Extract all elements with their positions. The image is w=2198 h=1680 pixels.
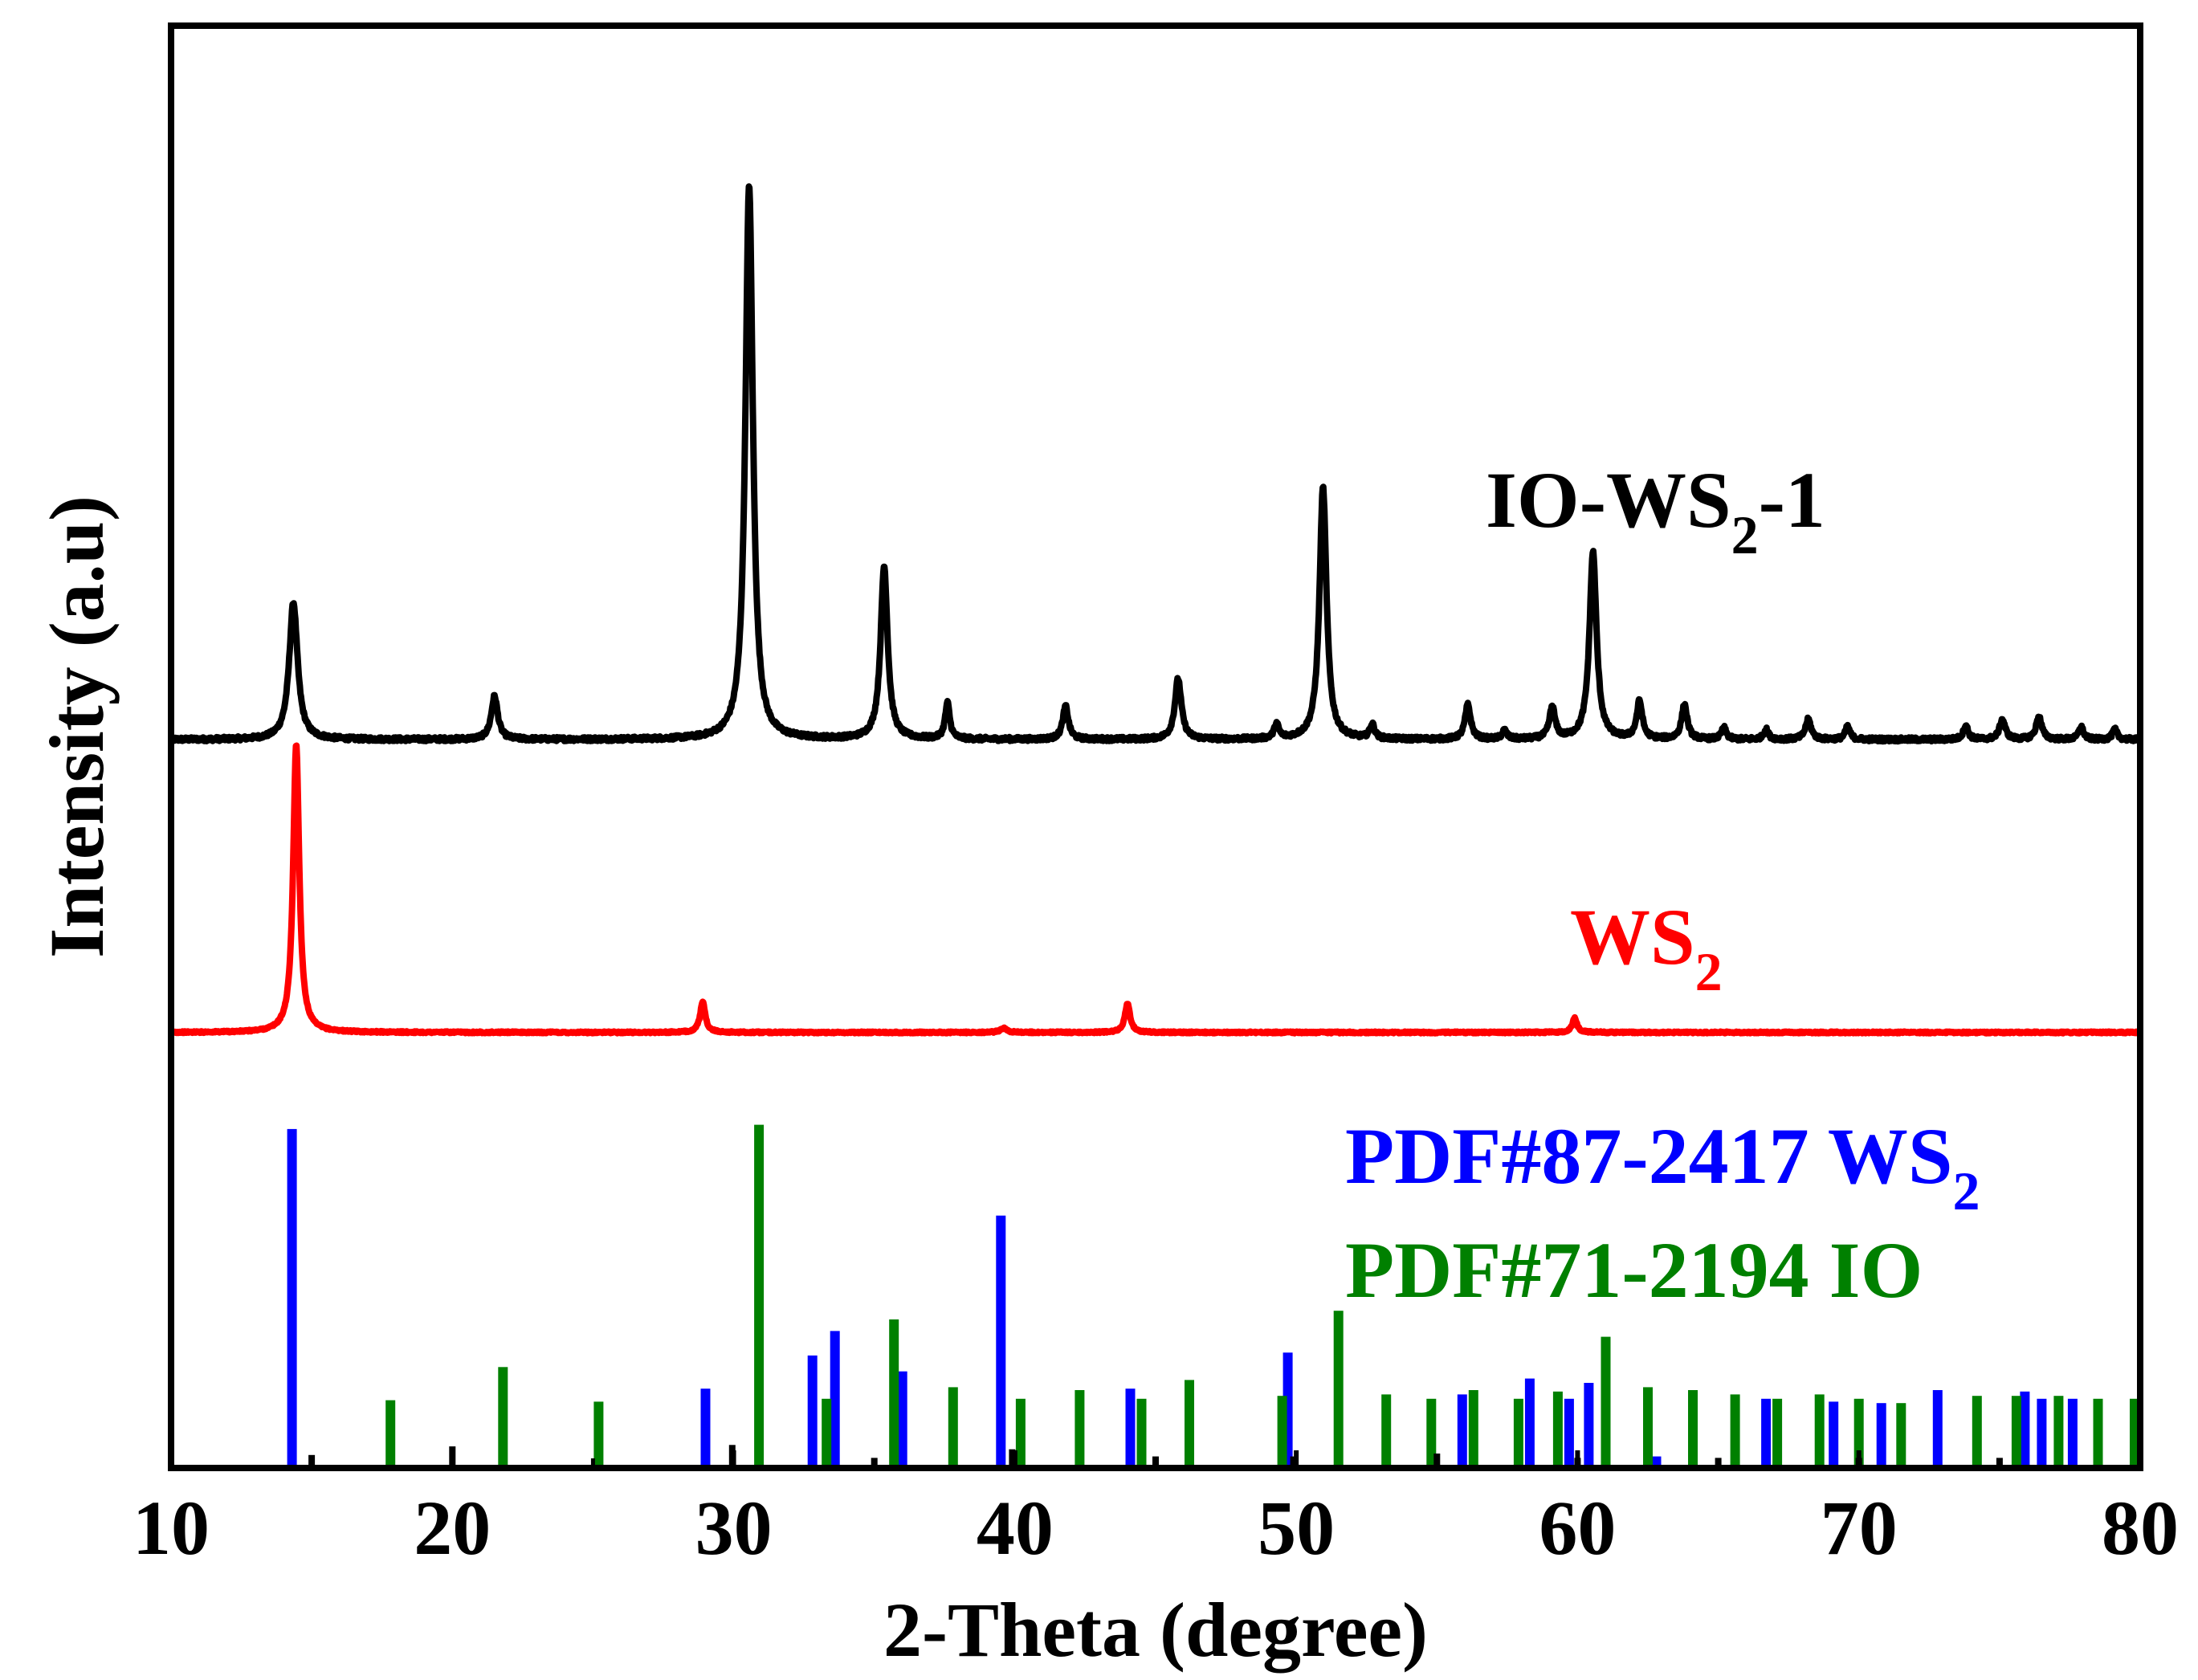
label-ws2: WS2 xyxy=(1570,892,1723,1002)
minor-mark xyxy=(1009,1449,1016,1468)
reference-pattern-0 xyxy=(287,1128,2078,1468)
x-axis-title: 2-Theta (degree) xyxy=(883,1587,1428,1673)
reference-stick xyxy=(1468,1390,1478,1468)
reference-stick xyxy=(1896,1403,1906,1468)
y-axis-title: Intensity (a.u) xyxy=(34,495,120,958)
reference-stick xyxy=(287,1128,297,1468)
reference-stick xyxy=(1584,1383,1594,1468)
reference-stick xyxy=(889,1319,899,1468)
reference-stick xyxy=(1185,1380,1194,1468)
reference-stick xyxy=(498,1367,508,1468)
x-tick-label: 60 xyxy=(1539,1485,1616,1571)
reference-stick xyxy=(2011,1396,2021,1468)
x-tick-label: 50 xyxy=(1258,1485,1335,1571)
reference-stick xyxy=(2037,1398,2047,1468)
reference-stick xyxy=(1524,1378,1535,1468)
reference-stick xyxy=(1513,1398,1523,1468)
x-axis-ticks: 10 20 30 40 50 60 70 80 xyxy=(133,1450,2179,1571)
reference-stick xyxy=(1457,1394,1467,1468)
reference-stick xyxy=(807,1355,818,1468)
reference-stick xyxy=(1601,1336,1611,1468)
pattern-curve-1 xyxy=(168,742,2143,1037)
label-io-ws2-1: IO-WS2-1 xyxy=(1486,455,1825,565)
x-tick-label: 70 xyxy=(1821,1485,1898,1571)
reference-stick xyxy=(1136,1398,1147,1468)
reference-stick xyxy=(2020,1391,2030,1468)
x-tick-label: 20 xyxy=(414,1485,491,1571)
reference-stick xyxy=(897,1371,907,1468)
reference-stick xyxy=(1277,1396,1287,1468)
label-pdf-71-2194: PDF#71-2194 IO xyxy=(1345,1225,1923,1315)
reference-stick xyxy=(1381,1394,1392,1468)
reference-stick xyxy=(1075,1390,1085,1468)
reference-stick xyxy=(2053,1396,2064,1468)
reference-stick xyxy=(1972,1396,1982,1468)
x-tick-label: 10 xyxy=(133,1485,210,1571)
reference-stick xyxy=(754,1124,765,1468)
reference-stick xyxy=(385,1400,396,1468)
pattern-curves-layer xyxy=(168,183,2143,1037)
reference-stick xyxy=(1730,1394,1740,1468)
x-tick-label: 40 xyxy=(977,1485,1054,1571)
reference-stick xyxy=(830,1331,840,1468)
reference-stick xyxy=(1876,1403,1886,1468)
reference-stick xyxy=(1333,1311,1344,1468)
reference-stick xyxy=(1552,1391,1563,1468)
reference-stick xyxy=(948,1387,958,1468)
reference-stick xyxy=(996,1215,1006,1468)
reference-stick xyxy=(1125,1388,1136,1468)
reference-stick xyxy=(593,1401,604,1468)
minor-mark xyxy=(1290,1456,1297,1468)
reference-stick xyxy=(700,1388,711,1468)
label-pdf-87-2417: PDF#87-2417 WS2 xyxy=(1345,1111,1980,1221)
pattern-curve-0 xyxy=(168,183,2143,745)
x-tick-label: 30 xyxy=(695,1485,773,1571)
reference-stick xyxy=(822,1398,832,1468)
reference-stick xyxy=(2093,1398,2103,1468)
reference-stick xyxy=(1932,1390,1943,1468)
reference-stick xyxy=(1688,1390,1698,1468)
reference-stick xyxy=(1772,1398,1783,1468)
x-tick-label: 80 xyxy=(2102,1485,2179,1571)
reference-stick xyxy=(1761,1398,1772,1468)
reference-stick xyxy=(1814,1394,1825,1468)
reference-stick xyxy=(1426,1398,1437,1468)
reference-stick xyxy=(1564,1398,1574,1468)
reference-stick xyxy=(1643,1387,1653,1468)
reference-stick xyxy=(1829,1401,1839,1468)
reference-stick xyxy=(2067,1398,2078,1468)
reference-stick xyxy=(1015,1398,1026,1468)
